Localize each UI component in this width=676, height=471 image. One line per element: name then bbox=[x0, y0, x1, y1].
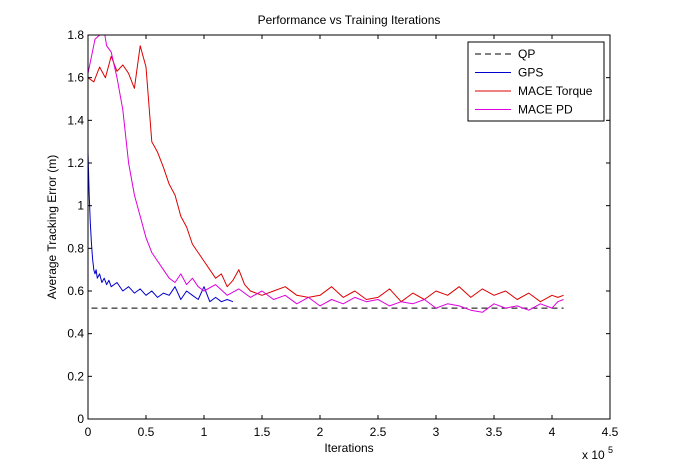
y-tick-label: 0 bbox=[77, 412, 84, 426]
series-line-mace-pd bbox=[88, 35, 564, 313]
x-axis-label: Iterations bbox=[324, 441, 373, 455]
legend-label: QP bbox=[518, 47, 535, 61]
y-tick-label: 1 bbox=[77, 199, 84, 213]
y-tick-label: 0.6 bbox=[67, 284, 84, 298]
legend-label: MACE Torque bbox=[518, 84, 593, 98]
x-multiplier-label: x 10 bbox=[582, 448, 605, 462]
x-tick-label: 3.5 bbox=[486, 425, 503, 439]
x-multiplier-exponent: 5 bbox=[608, 445, 613, 455]
x-tick-label: 2.5 bbox=[370, 425, 387, 439]
y-tick-label: 1.6 bbox=[67, 71, 84, 85]
series-layer bbox=[88, 35, 564, 313]
chart-title: Performance vs Training Iterations bbox=[258, 13, 441, 27]
legend-box bbox=[467, 41, 605, 122]
x-tick-label: 1 bbox=[201, 425, 208, 439]
x-tick-label: 4.5 bbox=[602, 425, 619, 439]
x-tick-label: 2 bbox=[317, 425, 324, 439]
x-axis-ticks: 0 0.5 1 1.5 2 2.5 3 3.5 4 4.5 bbox=[85, 35, 619, 439]
series-line-gps bbox=[88, 152, 234, 303]
series-line-mace-torque bbox=[88, 45, 564, 303]
x-tick-label: 1.5 bbox=[254, 425, 271, 439]
y-tick-label: 1.8 bbox=[67, 28, 84, 42]
x-tick-label: 0.5 bbox=[138, 425, 155, 439]
y-tick-label: 1.4 bbox=[67, 113, 84, 127]
y-tick-label: 0.4 bbox=[67, 327, 84, 341]
legend: QP GPS MACE Torque MACE PD bbox=[467, 41, 605, 122]
y-axis-label: Average Tracking Error (m) bbox=[45, 155, 59, 300]
y-tick-label: 1.2 bbox=[67, 156, 84, 170]
x-tick-label: 4 bbox=[549, 425, 556, 439]
x-tick-label: 3 bbox=[433, 425, 440, 439]
y-axis-ticks: 0 0.2 0.4 0.6 0.8 1 1.2 1.4 1.6 1.8 bbox=[67, 28, 610, 426]
y-tick-label: 0.8 bbox=[67, 241, 84, 255]
y-tick-label: 0.2 bbox=[67, 369, 84, 383]
legend-items: QP GPS MACE Torque MACE PD bbox=[475, 47, 593, 117]
plot-frame bbox=[87, 34, 611, 420]
x-tick-label: 0 bbox=[85, 425, 92, 439]
legend-label: MACE PD bbox=[518, 103, 573, 117]
legend-label: GPS bbox=[518, 66, 543, 80]
